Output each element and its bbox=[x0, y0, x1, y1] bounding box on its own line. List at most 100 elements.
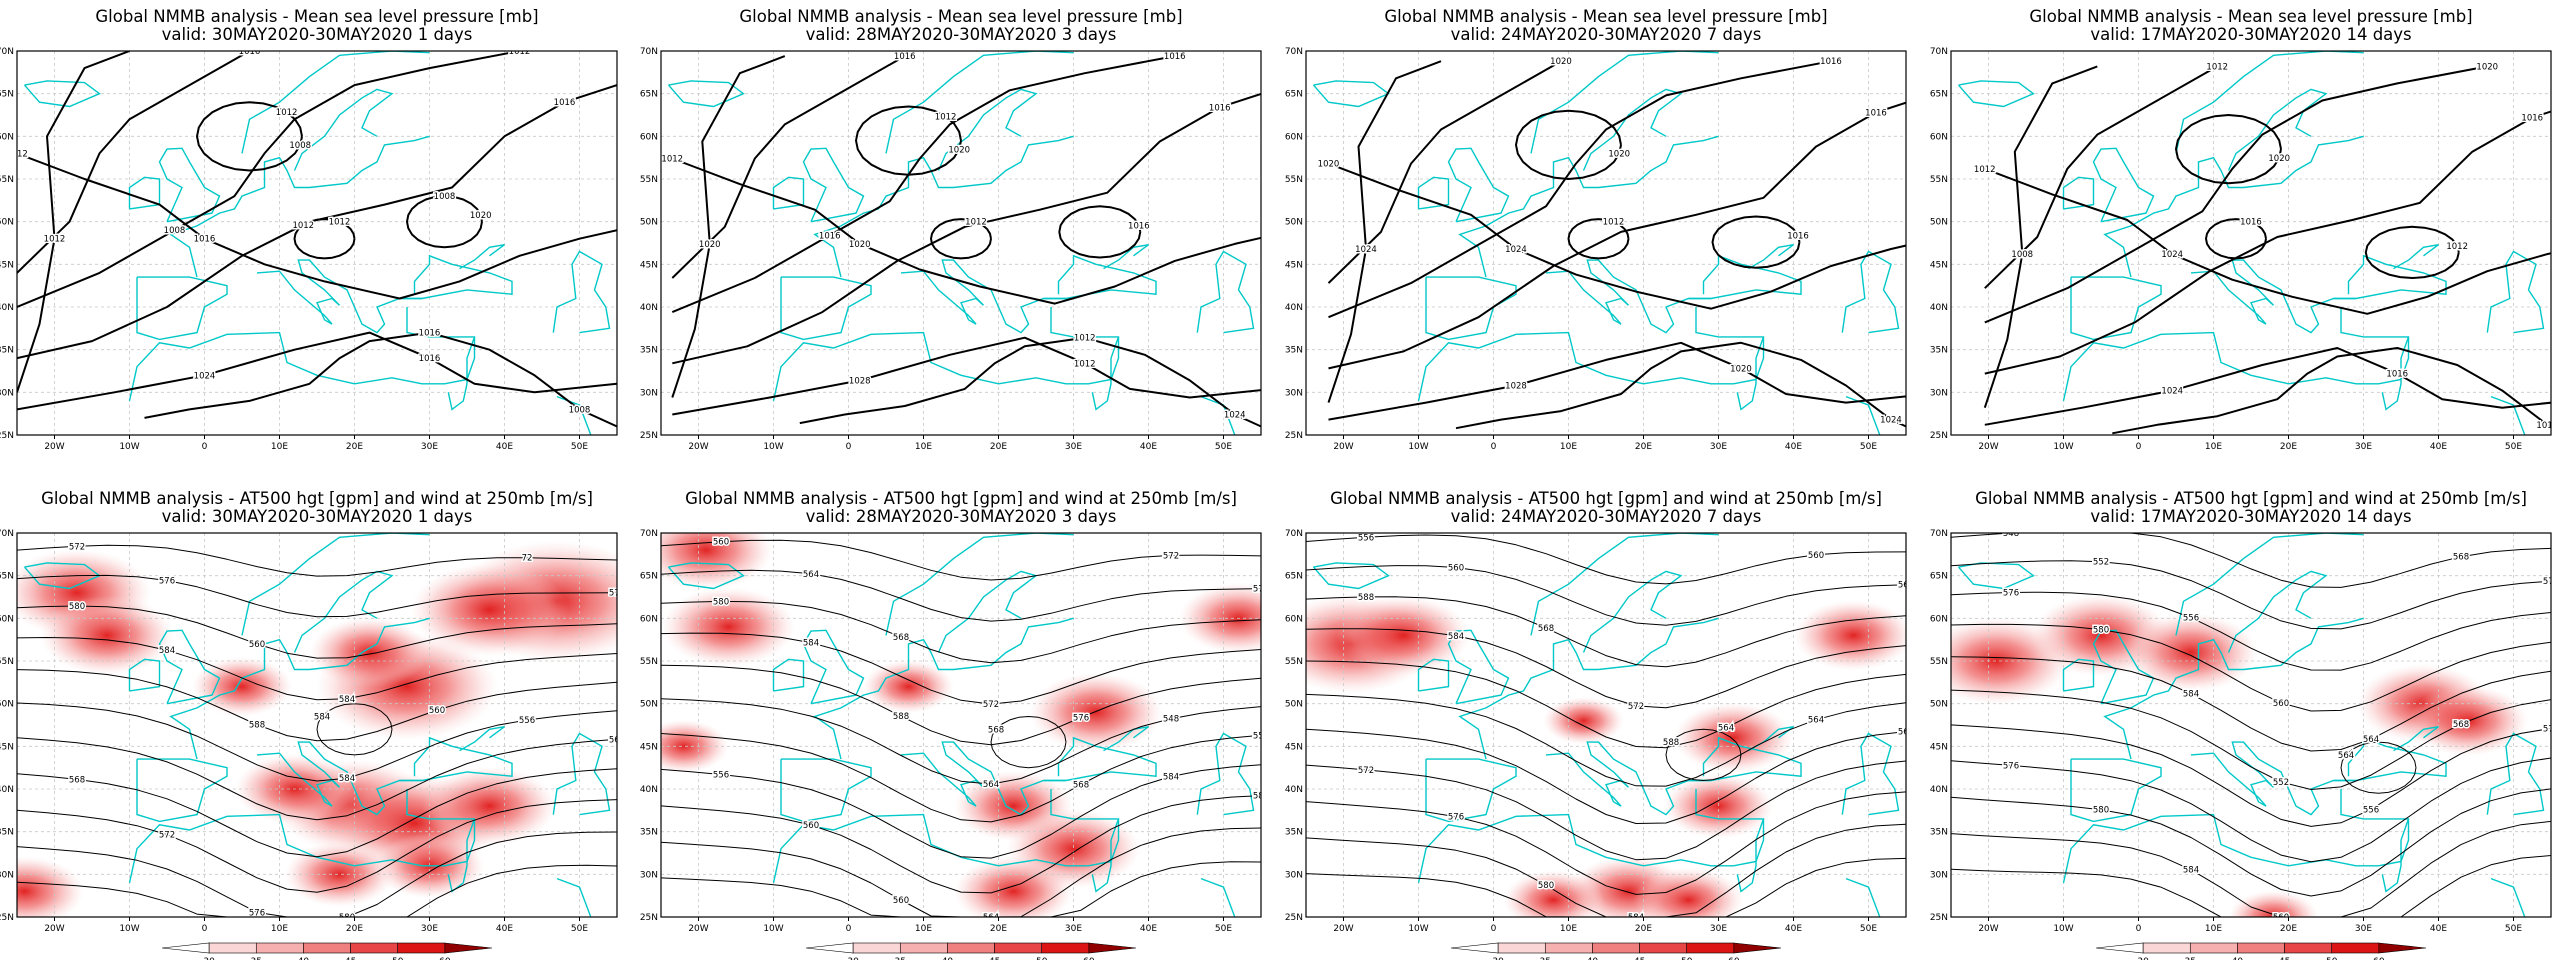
coastline bbox=[2490, 395, 2551, 435]
map-panel-z500-1d: Global NMMB analysis - AT500 hgt [gpm] a… bbox=[0, 489, 618, 960]
coastline bbox=[1425, 758, 1517, 823]
coastline bbox=[1748, 244, 1794, 270]
contour-label: 1016 bbox=[819, 231, 841, 241]
colorbar-swatch bbox=[1497, 942, 1546, 954]
isoline bbox=[1058, 205, 1142, 259]
contour-label: 1032 bbox=[239, 47, 261, 57]
isoline bbox=[17, 737, 617, 821]
colorbar-swatch bbox=[2142, 942, 2191, 954]
contour-label: 564 bbox=[2338, 751, 2354, 761]
contour-label: 572 bbox=[159, 831, 175, 841]
isoline bbox=[1306, 857, 1906, 917]
isoline bbox=[2175, 114, 2282, 185]
colorbar-swatch bbox=[852, 942, 901, 954]
contour-label: 584 bbox=[1628, 913, 1644, 923]
map-plot-area: 1020101610241024102410201016102010121016… bbox=[1951, 51, 2558, 435]
contour-label: 1024 bbox=[1880, 416, 1902, 426]
lon-tick-label: 30E bbox=[1710, 924, 1727, 934]
coastline bbox=[169, 617, 430, 760]
contour-label: 568 bbox=[1538, 624, 1554, 634]
colorbar-label: 45 bbox=[989, 957, 1000, 960]
contour-label: 1016 bbox=[419, 354, 441, 364]
colorbar-swatch bbox=[208, 942, 257, 954]
lat-tick-label: 30N bbox=[640, 870, 658, 880]
colorbar-swatch bbox=[1544, 942, 1593, 954]
lon-tick-label: 20W bbox=[688, 924, 708, 934]
contour-label: 1012 bbox=[1074, 334, 1096, 344]
isoline bbox=[196, 101, 303, 172]
isoline bbox=[1306, 565, 1906, 626]
isoline bbox=[293, 218, 356, 260]
isoline bbox=[671, 55, 906, 279]
colorbar-label: 50 bbox=[392, 957, 404, 960]
coastline bbox=[169, 135, 430, 278]
coastline bbox=[128, 307, 476, 402]
colorbar-label: 35 bbox=[1540, 957, 1551, 960]
lon-tick-label: 30E bbox=[1710, 442, 1727, 452]
contour-label: 576 bbox=[2003, 589, 2019, 599]
isoline bbox=[855, 105, 962, 176]
lat-tick-label: 50N bbox=[1930, 700, 1948, 710]
contour-label: 1024 bbox=[2521, 114, 2543, 124]
isoline bbox=[671, 55, 1175, 314]
contour-label: 572 bbox=[1163, 551, 1179, 561]
contour-label: 560 bbox=[893, 896, 909, 906]
coastline bbox=[2062, 307, 2410, 402]
lat-tick-label: 55N bbox=[1285, 657, 1303, 667]
isoline bbox=[1983, 65, 2098, 409]
lat-tick-label: 45N bbox=[1930, 260, 1948, 270]
panel-subtitle: valid: 28MAY2020-30MAY2020 3 days bbox=[806, 507, 1117, 526]
coastline bbox=[772, 789, 1120, 884]
isoline bbox=[661, 664, 1261, 746]
isoline bbox=[661, 764, 1261, 859]
contour-label: 576 bbox=[1448, 813, 1464, 823]
isoline bbox=[1306, 823, 1906, 917]
lat-tick-label: 35N bbox=[1930, 828, 1948, 838]
colorbar-label: 50 bbox=[1036, 957, 1048, 960]
colorbar-swatch bbox=[1686, 942, 1735, 954]
lon-tick-label: 40E bbox=[1785, 924, 1802, 934]
panel-title: Global NMMB analysis - Mean sea level pr… bbox=[1384, 7, 1827, 26]
contour-label: 1016 bbox=[2536, 421, 2558, 431]
lon-tick-label: 20E bbox=[990, 442, 1007, 452]
lat-tick-label: 55N bbox=[1930, 175, 1948, 185]
isoline bbox=[1951, 724, 2551, 827]
contour-label: 1020 bbox=[2268, 154, 2290, 164]
map-frame bbox=[660, 532, 1262, 918]
lat-tick-label: 35N bbox=[1285, 828, 1303, 838]
lon-tick-label: 0 bbox=[846, 924, 852, 934]
isoline bbox=[671, 55, 786, 398]
contour-label: 1028 bbox=[1505, 382, 1527, 392]
wind-shade bbox=[1503, 870, 1604, 917]
colorbar: 30 35 40 45 50 60 bbox=[1450, 942, 1782, 960]
panel-subtitle: valid: 28MAY2020-30MAY2020 3 days bbox=[806, 25, 1117, 44]
lon-tick-label: 30E bbox=[1065, 924, 1082, 934]
wind-shade bbox=[1336, 595, 1471, 676]
lat-tick-label: 25N bbox=[1285, 913, 1303, 923]
colorbar-swatch bbox=[255, 942, 304, 954]
lat-tick-label: 30N bbox=[0, 870, 14, 880]
colorbar-label: 45 bbox=[2279, 957, 2290, 960]
map-plot-area: 548 552 556 560 564 568 572 576 580 584 560 564 568 5… bbox=[1951, 533, 2551, 917]
lat-tick-label: 55N bbox=[1930, 657, 1948, 667]
isoline bbox=[17, 768, 617, 858]
isoline bbox=[2205, 218, 2267, 260]
wind-shade bbox=[1793, 600, 1906, 671]
contour-label: 576 bbox=[2003, 761, 2019, 771]
isoline bbox=[17, 51, 130, 393]
lat-tick-label: 60N bbox=[0, 614, 14, 624]
isoline bbox=[661, 539, 1261, 581]
contour-label: 1020 bbox=[849, 240, 871, 250]
panel-title: Global NMMB analysis - AT500 hgt [gpm] a… bbox=[1330, 489, 1882, 508]
lon-tick-label: 10E bbox=[2205, 924, 2222, 934]
isoline bbox=[1665, 728, 1742, 781]
coastline bbox=[772, 658, 805, 692]
lon-tick-label: 20W bbox=[44, 442, 64, 452]
contour-label: 552 bbox=[2093, 558, 2109, 568]
contour-label: 576 bbox=[249, 908, 265, 918]
lat-tick-label: 70N bbox=[1285, 529, 1303, 539]
lat-tick-label: 50N bbox=[640, 700, 658, 710]
colorbar-swatch bbox=[2284, 942, 2333, 954]
map-frame bbox=[16, 532, 618, 918]
isoline bbox=[144, 331, 617, 428]
